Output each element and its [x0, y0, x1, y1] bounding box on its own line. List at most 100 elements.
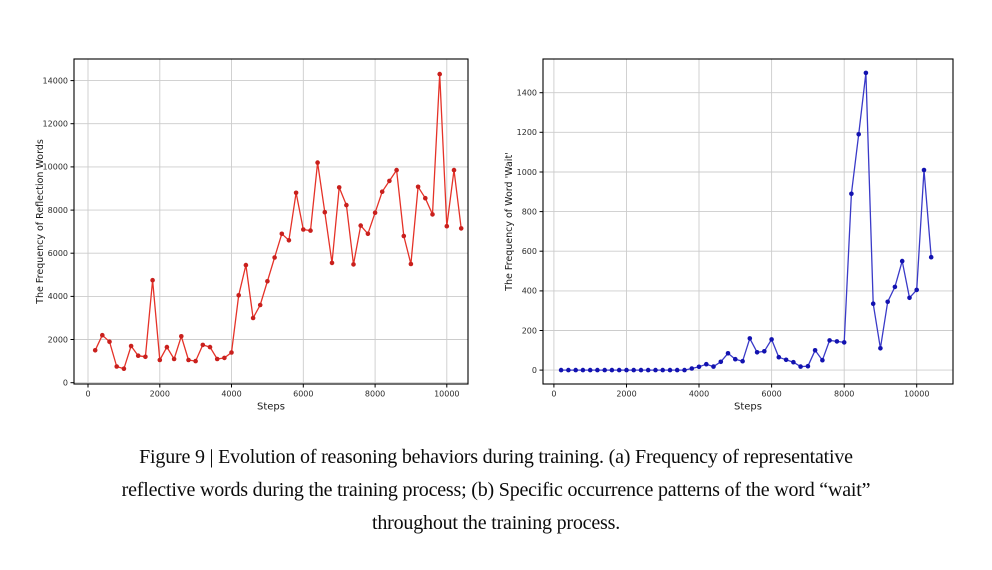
data-point	[336, 185, 342, 190]
data-point	[754, 350, 760, 355]
data-point	[135, 353, 141, 359]
data-point	[667, 367, 673, 373]
data-point	[653, 367, 658, 373]
y-tick-label: 400	[522, 287, 537, 296]
data-point	[143, 354, 148, 360]
data-point	[308, 228, 313, 233]
data-point	[265, 279, 270, 284]
data-point	[344, 202, 349, 208]
data-point	[92, 348, 98, 353]
data-point	[243, 262, 249, 268]
data-point	[157, 357, 163, 363]
data-point	[928, 254, 934, 260]
chart-panel-b: 0 2000 4000 6000 8000 10000 0 200 400 600 800 1000 1…	[504, 58, 954, 413]
data-point	[870, 301, 876, 307]
y-tick-label: 1200	[517, 128, 537, 137]
y-tick-label: 6000	[48, 249, 68, 258]
data-point	[236, 293, 241, 298]
data-point	[430, 212, 435, 217]
data-point	[272, 255, 277, 260]
y-tick-label: 14000	[43, 76, 68, 85]
data-point	[899, 258, 905, 264]
data-point	[856, 132, 861, 137]
y-tick-label: 12000	[43, 120, 68, 129]
data-point	[573, 367, 578, 373]
x-tick-label: 2000	[616, 390, 636, 399]
data-point	[587, 367, 593, 373]
data-point	[878, 346, 883, 351]
data-point	[100, 332, 105, 338]
data-point	[279, 231, 285, 237]
data-point	[595, 367, 600, 373]
data-point	[394, 167, 399, 173]
caption-line-3: throughout the training process.	[372, 512, 620, 534]
data-point	[616, 367, 622, 373]
data-point	[921, 167, 927, 173]
data-point	[121, 366, 127, 372]
data-point	[696, 364, 702, 370]
x-tick-label: 2000	[150, 390, 170, 399]
data-point	[351, 262, 356, 267]
data-point	[408, 261, 414, 267]
data-point	[365, 231, 371, 237]
x-tick-label: 10000	[904, 390, 929, 399]
data-point	[222, 355, 227, 361]
data-point	[150, 277, 155, 283]
data-point	[423, 195, 428, 201]
x-tick-label: 8000	[365, 390, 385, 399]
data-point	[437, 71, 443, 77]
data-point	[783, 357, 789, 363]
y-axis-label: The Frequency of Reflection Words	[35, 139, 46, 305]
data-point	[207, 344, 213, 350]
data-point	[444, 223, 450, 229]
data-point	[128, 343, 134, 349]
data-point	[293, 190, 299, 196]
data-point	[631, 367, 636, 373]
data-point	[372, 210, 378, 215]
data-point	[558, 367, 564, 373]
y-tick-label: 4000	[48, 292, 68, 301]
data-point	[907, 295, 912, 301]
plot-frame	[73, 58, 469, 385]
y-tick-label: 600	[522, 247, 537, 256]
data-point	[711, 364, 716, 369]
data-point	[733, 356, 738, 362]
data-point	[200, 342, 206, 348]
data-point	[885, 299, 890, 305]
y-tick-label: 0	[63, 379, 68, 388]
data-point	[186, 357, 191, 363]
data-point	[257, 302, 263, 308]
data-point	[179, 334, 184, 339]
plot-frame	[542, 58, 954, 385]
x-tick-label: 4000	[689, 390, 709, 399]
y-tick-label: 1400	[517, 89, 537, 98]
data-point	[892, 284, 898, 290]
y-axis-label: The Frequency of Word 'Wait'	[504, 152, 515, 292]
data-line-b	[561, 72, 932, 371]
data-point	[718, 359, 724, 365]
data-point	[740, 358, 745, 364]
y-tick-label: 800	[522, 207, 537, 216]
data-point	[214, 356, 220, 362]
y-tick-label: 0	[532, 366, 537, 375]
data-point	[769, 337, 774, 342]
x-tick-label: 4000	[221, 390, 241, 399]
data-point	[820, 357, 825, 363]
caption-line-1: Figure 9 | Evolution of reasoning behavi…	[139, 446, 853, 468]
y-tick-label: 1000	[517, 168, 537, 177]
data-point	[827, 338, 832, 343]
data-point	[329, 260, 335, 266]
y-tick-label: 8000	[48, 206, 68, 215]
data-point	[322, 209, 328, 215]
data-point	[164, 344, 170, 350]
caption-line-2: reflective words during the training pro…	[121, 479, 871, 501]
x-axis-label: Steps	[257, 402, 285, 413]
x-tick-label: 0	[85, 390, 90, 399]
y-tick-label: 10000	[43, 163, 68, 172]
figure-caption: Figure 9 | Evolution of reasoning behavi…	[0, 441, 992, 540]
data-point	[451, 167, 457, 173]
data-point	[798, 364, 803, 369]
data-point	[566, 367, 571, 373]
y-tick-label: 200	[522, 326, 537, 335]
data-point	[791, 359, 796, 365]
